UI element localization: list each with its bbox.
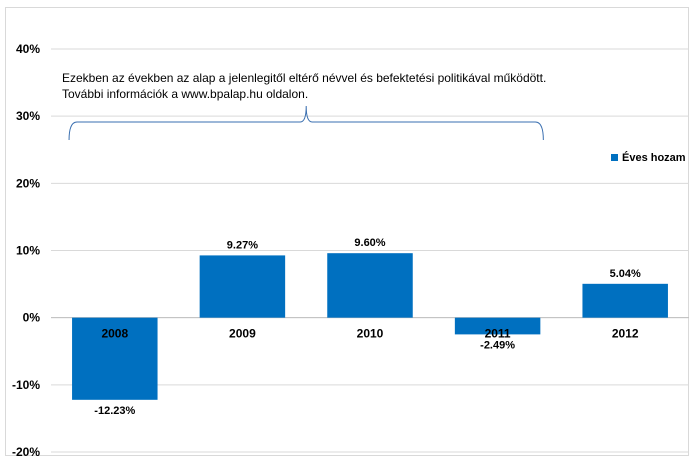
category-label: 2012 xyxy=(612,327,639,341)
data-label: 9.27% xyxy=(227,239,258,251)
annotation-brace xyxy=(68,105,544,141)
y-tick-label: 30% xyxy=(16,109,40,123)
category-labels: 2008 2009 2010 2011 2012 xyxy=(101,327,638,341)
y-tick-label: 10% xyxy=(16,244,40,258)
legend-label: Éves hozam xyxy=(622,151,686,164)
y-tick-label: 0% xyxy=(23,311,41,325)
annotation-line-2: További információk a www.bpalap.hu olda… xyxy=(62,87,308,101)
bar-2008 xyxy=(72,317,158,400)
category-label: 2008 xyxy=(101,327,128,341)
data-label: -12.23% xyxy=(94,405,135,417)
y-tick-label: 40% xyxy=(16,42,40,56)
data-labels: -12.23% 9.27% 9.60% -2.49% 5.04% xyxy=(94,237,641,417)
legend-swatch xyxy=(611,154,618,161)
y-tick-label: -10% xyxy=(12,378,40,392)
y-axis-tick-labels: 40% 30% 20% 10% 0% -10% -20% xyxy=(12,42,40,459)
category-label: 2011 xyxy=(485,327,511,341)
bars xyxy=(72,253,668,400)
category-label: 2009 xyxy=(229,327,256,341)
legend: Éves hozam xyxy=(611,151,686,164)
bar-2012 xyxy=(582,283,668,318)
bar-2010 xyxy=(327,253,413,318)
bar-2011 xyxy=(454,317,541,335)
bar-2009 xyxy=(199,255,286,318)
data-label: -2.49% xyxy=(480,339,515,351)
y-tick-label: 20% xyxy=(16,176,40,190)
y-tick-label: -20% xyxy=(12,445,40,459)
category-label: 2010 xyxy=(357,327,384,341)
annotation-line-1: Ezekben az években az alap a jelenlegitő… xyxy=(62,71,546,85)
data-label: 5.04% xyxy=(610,268,641,280)
data-label: 9.60% xyxy=(354,237,385,249)
